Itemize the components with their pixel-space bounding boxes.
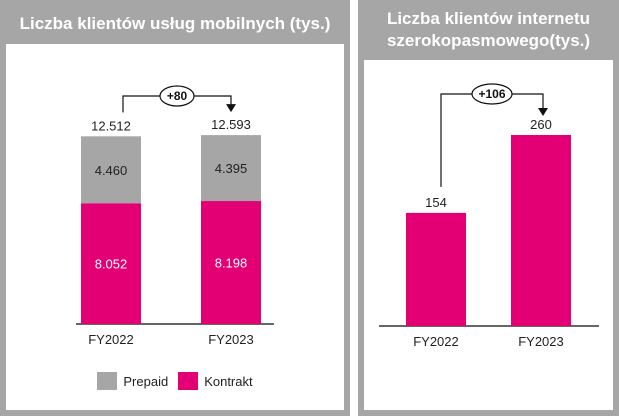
legend-label-kontrakt: Kontrakt	[204, 373, 253, 389]
broadband-chart-svg: 154 FY2022 260 FY2023 +106	[379, 83, 599, 349]
value-label-FY2022: 154	[425, 195, 447, 210]
delta-label: +106	[478, 87, 505, 101]
mobile-chart-legend: Prepaid Kontrakt	[6, 372, 344, 390]
delta-label: +80	[167, 89, 188, 103]
label-total-FY2022: 12.512	[91, 118, 131, 133]
label-kontrakt-FY2022: 8.052	[95, 257, 128, 272]
x-tick-label-FY2023: FY2023	[208, 332, 254, 347]
bar-prepaid-FY2022	[81, 136, 141, 204]
broadband-clients-panel: Liczba klientów internetu szerokopasmowe…	[358, 0, 619, 416]
legend-label-prepaid: Prepaid	[123, 373, 169, 389]
broadband-title-line-2: szerokopasmowego(tys.)	[386, 31, 591, 50]
mobile-chart-svg: 8.052 4.460 12.512 FY2022 8.198 4.395 12.593 FY…	[76, 85, 274, 347]
bar-broadband-FY2023	[511, 135, 571, 326]
delta-arrow-head	[538, 108, 548, 116]
label-prepaid-FY2023: 4.395	[215, 161, 248, 176]
delta-badge	[471, 83, 513, 105]
delta-badge	[159, 85, 195, 107]
broadband-chart-area: 154 FY2022 260 FY2023 +106	[364, 60, 613, 410]
legend-swatch-prepaid	[97, 372, 118, 390]
value-label-FY2023: 260	[530, 117, 552, 132]
delta-arrow-head	[226, 104, 236, 113]
x-tick-label-FY2022: FY2022	[413, 334, 459, 349]
mobile-chart-title: Liczba klientów usług mobilnych (tys.)	[19, 14, 331, 33]
x-tick-label-FY2023: FY2023	[518, 334, 564, 349]
legend-item-kontrakt: Kontrakt	[178, 372, 253, 390]
broadband-title-line-1: Liczba klientów internetu	[386, 9, 591, 28]
broadband-chart-title: Liczba klientów internetu szerokopasmowe…	[358, 0, 619, 60]
legend-item-prepaid: Prepaid	[97, 372, 168, 390]
bar-broadband-FY2022	[406, 212, 466, 326]
x-tick-label-FY2022: FY2022	[88, 332, 134, 347]
label-total-FY2023: 12.593	[211, 117, 251, 132]
legend-swatch-kontrakt	[178, 372, 199, 390]
bar-kontrakt-FY2022	[81, 203, 141, 324]
bar-prepaid-FY2023	[201, 135, 261, 202]
label-prepaid-FY2022: 4.460	[95, 163, 128, 178]
label-kontrakt-FY2023: 8.198	[215, 256, 248, 271]
mobile-chart-area: 8.052 4.460 12.512 FY2022 8.198 4.395 12.593 FY…	[6, 44, 344, 410]
mobile-clients-panel: Liczba klientów usług mobilnych (tys.) 8…	[0, 0, 350, 416]
bar-kontrakt-FY2023	[201, 201, 261, 324]
